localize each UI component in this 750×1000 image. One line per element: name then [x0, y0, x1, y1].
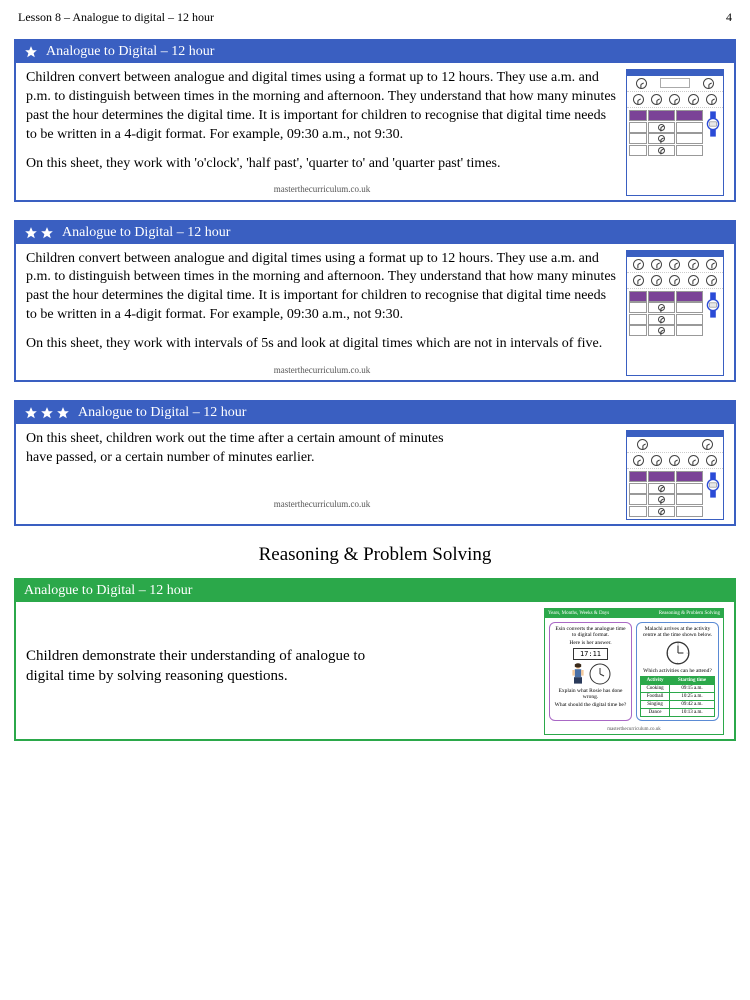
- p1-line1: Esin converts the analogue time to digit…: [553, 626, 628, 638]
- page-header: Lesson 8 – Analogue to digital – 12 hour…: [14, 10, 736, 25]
- thumb-header-left: Years, Months, Weeks & Days: [548, 611, 609, 616]
- section-heading: Reasoning & Problem Solving: [14, 544, 736, 566]
- star-icon: [40, 406, 54, 420]
- cell: Football: [641, 692, 670, 700]
- problem-2: Malachi arrives at the activity centre a…: [636, 622, 719, 721]
- card-3-thumbnail: [626, 430, 724, 520]
- stars-2: [24, 226, 54, 240]
- star-icon: [24, 45, 38, 59]
- p1-line3: Explain what Rosie has done wrong.: [553, 688, 628, 700]
- svg-text:3: 3: [686, 653, 687, 655]
- card-3-title: Analogue to Digital – 12 hour: [78, 405, 246, 421]
- p1-line2: Here is her answer.: [569, 640, 611, 646]
- star-icon: [24, 226, 38, 240]
- card-3-text: On this sheet, children work out the tim…: [26, 430, 618, 520]
- card-3: Analogue to Digital – 12 hour On this sh…: [14, 400, 736, 526]
- activity-table: ActivityStarting time Cooking09:15 a.m. …: [640, 676, 715, 717]
- card-2-body: Children convert between analogue and di…: [16, 244, 734, 381]
- p2-line1: Malachi arrives at the activity centre a…: [640, 626, 715, 638]
- card-2: Analogue to Digital – 12 hour Children c…: [14, 220, 736, 383]
- card-1-title: Analogue to Digital – 12 hour: [46, 44, 214, 60]
- green-card: Analogue to Digital – 12 hour Children d…: [14, 578, 736, 741]
- card-2-thumbnail: [626, 250, 724, 377]
- footer-2: masterthecurriculum.co.uk: [26, 364, 618, 376]
- green-card-header: Analogue to Digital – 12 hour: [16, 580, 734, 602]
- watch-icon: [706, 471, 720, 499]
- star-icon: [40, 226, 54, 240]
- card-2-title: Analogue to Digital – 12 hour: [62, 225, 230, 241]
- th-activity: Activity: [641, 676, 670, 684]
- card-1-text: Children convert between analogue and di…: [26, 69, 618, 196]
- svg-text:12: 12: [676, 643, 678, 645]
- green-card-text: Children demonstrate their understanding…: [26, 608, 536, 735]
- problem-1: Esin converts the analogue time to digit…: [549, 622, 632, 721]
- green-card-body: Children demonstrate their understanding…: [16, 602, 734, 739]
- star-icon: [24, 406, 38, 420]
- stars-1: [24, 45, 38, 59]
- person-icon: [570, 662, 586, 686]
- cell: 09:42 a.m.: [670, 700, 715, 708]
- cell: Dance: [641, 708, 670, 716]
- card-2-header: Analogue to Digital – 12 hour: [16, 222, 734, 244]
- lesson-title: Lesson 8 – Analogue to digital – 12 hour: [18, 10, 214, 25]
- clock-icon: [588, 662, 612, 686]
- green-card-para: Children demonstrate their understanding…: [26, 646, 406, 687]
- footer-3: masterthecurriculum.co.uk: [26, 498, 618, 510]
- green-card-thumbnail: Years, Months, Weeks & Days Reasoning & …: [544, 608, 724, 735]
- card-1-para1: Children convert between analogue and di…: [26, 69, 618, 145]
- footer-1: masterthecurriculum.co.uk: [26, 183, 618, 195]
- digital-display: 17:11: [573, 648, 608, 660]
- card-3-para1: On this sheet, children work out the tim…: [26, 430, 456, 468]
- card-2-para1: Children convert between analogue and di…: [26, 250, 618, 326]
- cell: 09:15 a.m.: [670, 684, 715, 692]
- cell: Cooking: [641, 684, 670, 692]
- star-icon: [56, 406, 70, 420]
- clock-icon: 12369: [665, 640, 691, 666]
- card-1-header: Analogue to Digital – 12 hour: [16, 41, 734, 63]
- watch-icon: [706, 291, 720, 319]
- thumb-header-right: Reasoning & Problem Solving: [659, 611, 720, 616]
- card-1-body: Children convert between analogue and di…: [16, 63, 734, 200]
- svg-text:9: 9: [667, 653, 668, 655]
- card-1-thumbnail: [626, 69, 724, 196]
- cell: 10:13 a.m.: [670, 708, 715, 716]
- p1-line4: What should the digital time be?: [555, 702, 627, 708]
- card-2-text: Children convert between analogue and di…: [26, 250, 618, 377]
- cell: 10:25 a.m.: [670, 692, 715, 700]
- card-1-para2: On this sheet, they work with 'o'clock',…: [26, 155, 618, 174]
- watch-icon: [706, 110, 720, 138]
- card-3-body: On this sheet, children work out the tim…: [16, 424, 734, 524]
- green-card-title: Analogue to Digital – 12 hour: [24, 583, 192, 599]
- card-2-para2: On this sheet, they work with intervals …: [26, 335, 618, 354]
- cell: Singing: [641, 700, 670, 708]
- p2-line2: Which activities can he attend?: [643, 668, 712, 674]
- page-number: 4: [726, 10, 732, 25]
- stars-3: [24, 406, 70, 420]
- card-3-header: Analogue to Digital – 12 hour: [16, 402, 734, 424]
- card-1: Analogue to Digital – 12 hour Children c…: [14, 39, 736, 202]
- th-time: Starting time: [670, 676, 715, 684]
- footer-green: masterthecurriculum.co.uk: [545, 727, 723, 734]
